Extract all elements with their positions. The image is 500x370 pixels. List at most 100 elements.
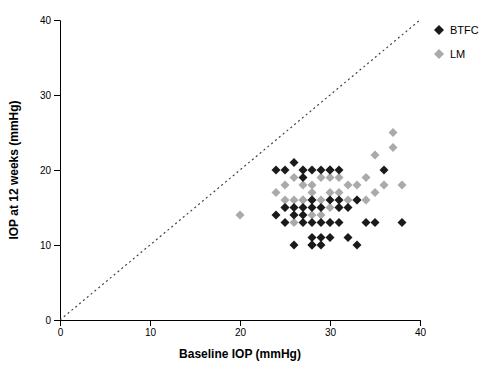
tick: 20 [40,165,60,176]
y-axis: 0 10 20 30 40 [40,15,61,326]
tick: 10 [145,320,157,338]
tick-label: 30 [40,90,52,101]
tick-mark [54,95,60,96]
tick: 0 [58,320,64,338]
tick: 40 [40,15,60,26]
point [290,241,299,250]
point [335,166,344,175]
point [353,196,362,205]
point [290,158,299,167]
y-axis-line [54,21,61,321]
point [281,181,290,190]
point [353,196,362,205]
tick-label: 0 [58,327,64,338]
tick-mark [420,320,421,326]
point [326,233,335,242]
point [299,166,308,175]
point [344,233,353,242]
point [353,181,362,190]
x-axis-title: Baseline IOP (mmHg) [179,347,301,361]
tick-label: 10 [145,327,157,338]
point [290,173,299,182]
point [371,218,380,227]
tick-label: 20 [235,327,247,338]
point [389,128,398,137]
series [272,158,407,249]
point [317,166,326,175]
tick: 30 [325,320,337,338]
legend-marker [434,25,444,35]
tick-label: 30 [325,327,337,338]
plot-area [60,20,420,320]
point [290,203,299,212]
point [299,211,308,220]
point [308,196,317,205]
point [299,166,308,175]
point [317,218,326,227]
tick-mark [150,320,151,326]
point [335,196,344,205]
point [344,203,353,212]
tick: 10 [40,240,60,251]
tick: 40 [415,320,427,338]
point [281,203,290,212]
tick-mark [330,320,331,326]
tick-label: 10 [40,240,52,251]
point [380,181,389,190]
point [317,233,326,242]
tick-label: 20 [40,165,52,176]
x-axis: 0 10 20 30 40 [58,320,427,338]
point [308,166,317,175]
point [389,143,398,152]
point [362,218,371,227]
tick-label: 0 [45,315,51,326]
point [398,181,407,190]
legend: BTFC LM [434,24,479,60]
point [308,218,317,227]
point [308,181,317,190]
point [326,218,335,227]
point [335,218,344,227]
series [236,128,407,227]
point [236,211,245,220]
point [362,196,371,205]
point [308,241,317,250]
point [326,218,335,227]
tick: 20 [235,320,247,338]
point [398,218,407,227]
point [371,151,380,160]
point [308,241,317,250]
point [371,188,380,197]
chart: 0 10 20 30 40 0 10 20 30 40 Baseline IOP (mmHg) IOP… [0,0,500,370]
point [362,173,371,182]
tick-label: 40 [40,15,52,26]
point [281,203,290,212]
tick-mark [240,320,241,326]
point [281,218,290,227]
point [353,241,362,250]
point [272,166,281,175]
tick-mark [54,170,60,171]
legend-marker [434,49,444,59]
x-axis-line [61,321,421,327]
point [326,166,335,175]
point [308,196,317,205]
point [344,181,353,190]
legend-label: LM [450,48,465,60]
tick-label: 40 [415,327,427,338]
point [380,166,389,175]
tick: 0 [45,315,60,326]
point [272,211,281,220]
tick-mark [54,245,60,246]
point [326,196,335,205]
reference-line [60,20,420,320]
point [272,188,281,197]
legend-label: BTFC [450,24,479,36]
point [326,166,335,175]
point [317,203,326,212]
tick-mark [54,20,60,21]
point [281,166,290,175]
y-axis-title: IOP at 12 weeks (mmHg) [7,100,21,239]
tick: 30 [40,90,60,101]
tick-mark [54,320,60,321]
